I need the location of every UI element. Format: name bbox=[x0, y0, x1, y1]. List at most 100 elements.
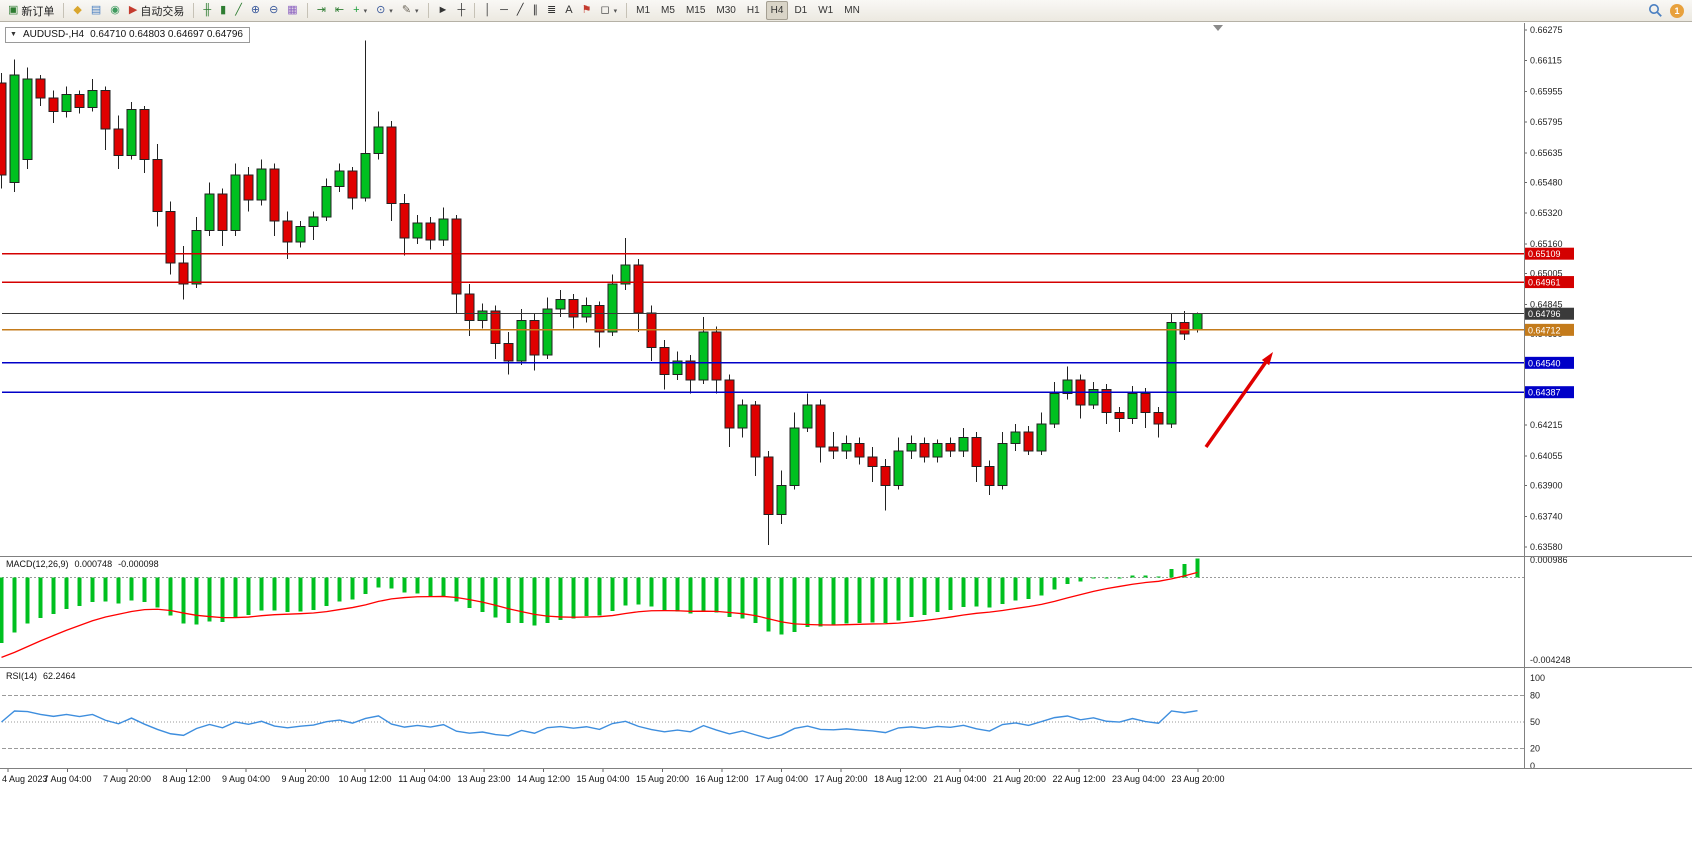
timeframe-d1[interactable]: D1 bbox=[789, 1, 812, 20]
bar-chart-icon: ╫ bbox=[203, 4, 212, 16]
chart-window[interactable]: 0.66275 0.66115 0.65955 0.65795 0.65635 0.654… bbox=[0, 23, 1692, 852]
resistance-line-2[interactable]: 0.64961 bbox=[2, 276, 1574, 289]
timeframe-m5[interactable]: M5 bbox=[656, 1, 680, 20]
toolbar-separator bbox=[626, 3, 628, 18]
vertical-line-button[interactable]: │ bbox=[480, 1, 495, 20]
bull-candle bbox=[308, 216, 319, 228]
fibonacci-icon: ≣ bbox=[547, 4, 557, 16]
svg-text:0.66115: 0.66115 bbox=[1530, 56, 1562, 66]
macd-histogram-bar bbox=[454, 577, 459, 602]
cursor-icon: ► bbox=[437, 4, 449, 16]
auto-scroll-button[interactable]: ⇥ bbox=[313, 1, 330, 20]
search-icon[interactable] bbox=[1648, 3, 1663, 18]
timeframe-h1[interactable]: H1 bbox=[742, 1, 765, 20]
market-watch-button[interactable]: ◆ bbox=[69, 1, 85, 20]
bear-candle bbox=[490, 310, 501, 345]
timeframe-m30[interactable]: M30 bbox=[711, 1, 740, 20]
macd-histogram-bar bbox=[948, 577, 953, 610]
macd-histogram-bar bbox=[181, 577, 186, 624]
bull-candle bbox=[672, 360, 683, 375]
shapes-button[interactable]: ◻ ▾ bbox=[596, 1, 621, 20]
support-line-2[interactable]: 0.64387 bbox=[2, 386, 1574, 399]
resistance-line-1[interactable]: 0.65109 bbox=[2, 247, 1574, 260]
channel-button[interactable]: ∥ bbox=[529, 1, 543, 20]
new-order-button[interactable]: ▣ 新订单 bbox=[4, 1, 58, 20]
bull-candle bbox=[906, 442, 917, 452]
horizontal-line-button[interactable]: ─ bbox=[496, 1, 512, 20]
price-axis[interactable]: 0.66275 0.66115 0.65955 0.65795 0.65635 0.654… bbox=[1524, 25, 1563, 552]
trendline-button[interactable]: ╱ bbox=[513, 1, 528, 20]
line-chart-mode-button[interactable]: ╱ bbox=[231, 1, 246, 20]
fibonacci-button[interactable]: ≣ bbox=[543, 1, 560, 20]
timeframe-w1[interactable]: W1 bbox=[813, 1, 838, 20]
line-chart-icon: ╱ bbox=[235, 4, 242, 16]
macd-histogram-bar bbox=[12, 577, 17, 633]
trend-arrow-annotation[interactable] bbox=[1204, 352, 1273, 449]
bear-candle bbox=[919, 442, 930, 458]
bear-candle bbox=[568, 299, 579, 318]
chart-shift-marker[interactable] bbox=[1213, 25, 1223, 31]
crosshair-icon: ┼ bbox=[457, 4, 466, 16]
bull-candle bbox=[61, 93, 72, 113]
navigator-button[interactable]: ◉ bbox=[106, 1, 124, 20]
bear-candle bbox=[399, 203, 410, 239]
current-price-line[interactable]: 0.64796 bbox=[2, 307, 1574, 320]
zoom-out-button[interactable]: ⊖ bbox=[265, 1, 282, 20]
macd-histogram-bar bbox=[779, 577, 784, 635]
support-line-1[interactable]: 0.64540 bbox=[2, 356, 1574, 369]
candlestick-icon: ▮ bbox=[220, 4, 227, 16]
macd-histogram-bar bbox=[545, 577, 550, 624]
timeframe-m1[interactable]: M1 bbox=[631, 1, 655, 20]
macd-histogram-bar bbox=[1104, 577, 1109, 579]
candlestick-mode-button[interactable]: ▮ bbox=[216, 1, 230, 20]
navigator-icon: ◉ bbox=[110, 4, 120, 16]
tile-windows-button[interactable]: ▦ bbox=[283, 1, 301, 20]
timeframe-h4[interactable]: H4 bbox=[765, 1, 789, 20]
cursor-button[interactable]: ► bbox=[434, 1, 453, 20]
macd-histogram-bar bbox=[428, 577, 433, 596]
zoom-in-button[interactable]: ⊕ bbox=[247, 1, 264, 20]
dropdown-caret-icon: ▾ bbox=[389, 7, 393, 15]
bull-candle bbox=[997, 442, 1008, 487]
bear-candle bbox=[594, 304, 605, 333]
indicators-button[interactable]: + ▾ bbox=[349, 1, 371, 20]
macd-histogram-bar bbox=[259, 577, 264, 611]
templates-button[interactable]: ✎ ▾ bbox=[398, 1, 423, 20]
macd-histogram-bar bbox=[1117, 577, 1122, 579]
macd-histogram-bar bbox=[129, 577, 134, 601]
pivot-line[interactable]: 0.64712 bbox=[2, 323, 1574, 336]
periods-button[interactable]: ⊙ ▾ bbox=[372, 1, 397, 20]
chart-title: ▼ AUDUSD-,H4 0.64710 0.64803 0.64697 0.6… bbox=[5, 27, 250, 43]
notification-badge[interactable]: 1 bbox=[1670, 3, 1684, 18]
auto-scroll-icon: ⇥ bbox=[316, 4, 326, 16]
timeframe-mn[interactable]: MN bbox=[839, 1, 865, 20]
bear-candle bbox=[867, 456, 878, 467]
svg-text:20: 20 bbox=[1530, 743, 1540, 753]
chart-context-icon[interactable]: ▼ bbox=[10, 31, 17, 38]
bull-candle bbox=[87, 89, 98, 109]
svg-text:11 Aug 04:00: 11 Aug 04:00 bbox=[398, 774, 450, 784]
autotrading-button[interactable]: ▶ 自动交易 bbox=[125, 1, 188, 20]
price-tag bbox=[1524, 386, 1574, 399]
chart-shift-button[interactable]: ⇤ bbox=[331, 1, 348, 20]
bull-candle bbox=[958, 437, 969, 452]
macd-indicator-name: MACD(12,26,9) bbox=[6, 559, 69, 569]
macd-histogram-bar bbox=[51, 577, 56, 615]
bear-candle bbox=[464, 293, 475, 322]
timeframe-group: M1 M5 M15 M30 H1 H4 D1 W1 MN bbox=[631, 1, 865, 20]
arrow-label-button[interactable]: ⚑ bbox=[578, 1, 596, 20]
text-button[interactable]: A bbox=[561, 1, 576, 20]
bull-candle bbox=[334, 170, 345, 187]
crosshair-button[interactable]: ┼ bbox=[453, 1, 469, 20]
svg-text:14 Aug 12:00: 14 Aug 12:00 bbox=[517, 774, 570, 784]
svg-text:21 Aug 04:00: 21 Aug 04:00 bbox=[933, 774, 986, 784]
data-window-button[interactable]: ▤ bbox=[87, 1, 105, 20]
macd-histogram-bar bbox=[714, 577, 719, 613]
timeframe-m15[interactable]: M15 bbox=[681, 1, 710, 20]
bar-chart-mode-button[interactable]: ╫ bbox=[199, 1, 215, 20]
macd-histogram-bar bbox=[298, 577, 303, 612]
bear-candle bbox=[880, 465, 891, 487]
rsi-pane bbox=[1, 695, 1524, 749]
